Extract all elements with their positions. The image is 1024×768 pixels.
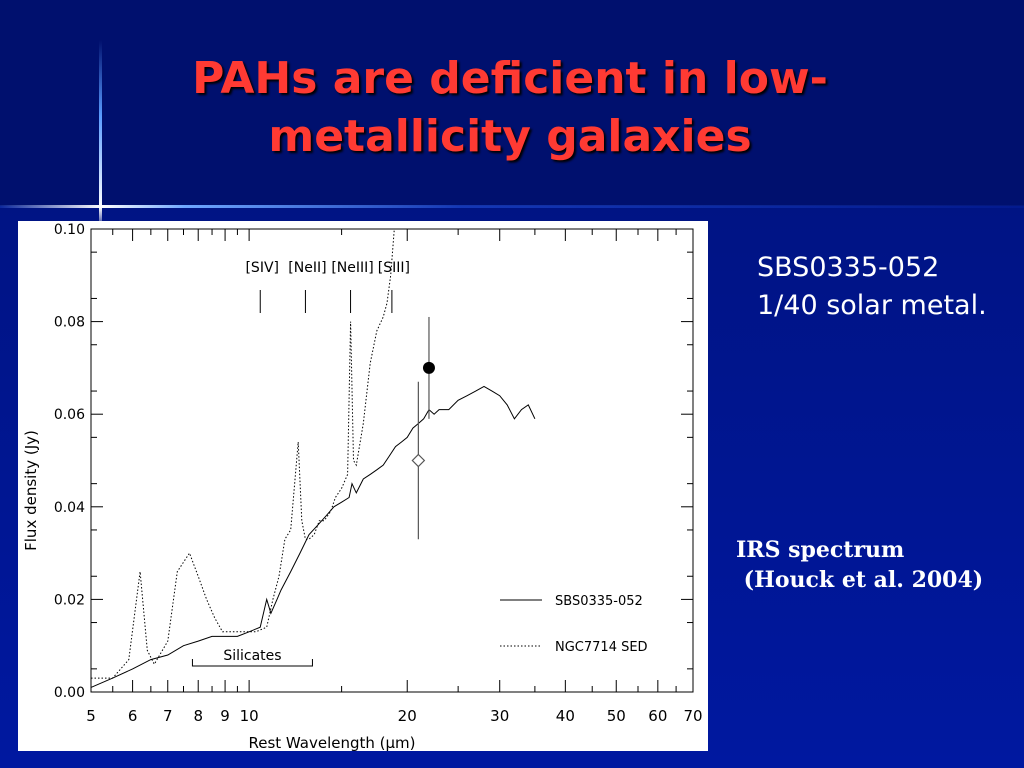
y-tick-label: 0.00 — [54, 685, 85, 701]
title-band — [0, 0, 1024, 206]
emission-line-label: [NeII] — [288, 260, 326, 276]
y-axis-label: Flux density (Jy) — [22, 430, 40, 551]
x-tick-label: 8 — [193, 707, 203, 725]
y-tick-label: 0.10 — [54, 222, 85, 238]
source-line-1: IRS spectrum — [736, 537, 905, 563]
x-tick-label: 7 — [163, 707, 173, 725]
emission-line-label: [NeIII] — [331, 260, 373, 276]
spectrum-chart: 5 6 7 8 9 10 20 30 40 50 60 70 0.00 0.02 0.04 0.06 0.08 0… — [22, 222, 703, 751]
y-tick-label: 0.02 — [54, 592, 85, 608]
y-tick-label: 0.04 — [54, 500, 85, 516]
slide-title: PAHs are deficient in low- metallicity g… — [120, 50, 900, 166]
y-tick-label: 0.06 — [54, 407, 85, 423]
x-tick-label: 50 — [607, 707, 626, 725]
x-tick-label: 40 — [556, 707, 575, 725]
legend-label-sbs0335-052: SBS0335-052 — [555, 594, 643, 609]
data-point-open-diamond — [411, 453, 426, 468]
plot-panel: 5 6 7 8 9 10 20 30 40 50 60 70 0.00 0.02 0.04 0.06 0.08 0… — [18, 221, 708, 751]
x-axis-label: Rest Wavelength (μm) — [248, 734, 415, 751]
x-tick-label: 20 — [398, 707, 417, 725]
x-tick-label: 9 — [220, 707, 230, 725]
object-name: SBS0335-052 — [757, 252, 940, 283]
x-tick-label: 60 — [648, 707, 667, 725]
title-line-2: metallicity galaxies — [268, 111, 752, 162]
series-sbs0335-052 — [90, 385, 536, 688]
source-citation: IRS spectrum (Houck et al. 2004) — [736, 535, 983, 595]
x-tick-label: 10 — [240, 707, 259, 725]
emission-line-label: [SIII] — [378, 260, 410, 276]
decorative-vertical-line — [99, 40, 102, 230]
x-tick-label: 70 — [683, 707, 702, 725]
decorative-horizontal-line — [0, 205, 1024, 208]
x-tick-label: 5 — [86, 707, 96, 725]
metallicity-note: 1/40 solar metal. — [757, 290, 987, 321]
legend-label-ngc7714-sed: NGC7714 SED — [555, 640, 648, 655]
object-info: SBS0335-052 1/40 solar metal. — [757, 249, 987, 325]
x-tick-label: 30 — [490, 707, 509, 725]
silicates-label: Silicates — [223, 648, 281, 664]
plot-frame — [90, 228, 694, 693]
silicates-bracket — [191, 659, 313, 667]
y-tick-label: 0.08 — [54, 315, 85, 331]
emission-line-label: [SIV] — [245, 260, 279, 276]
data-point-filled-circle — [422, 361, 435, 374]
source-line-2: (Houck et al. 2004) — [736, 567, 984, 593]
x-tick-label: 6 — [128, 707, 138, 725]
title-line-1: PAHs are deficient in low- — [192, 53, 828, 104]
series-ngc7714-sed — [91, 228, 398, 679]
